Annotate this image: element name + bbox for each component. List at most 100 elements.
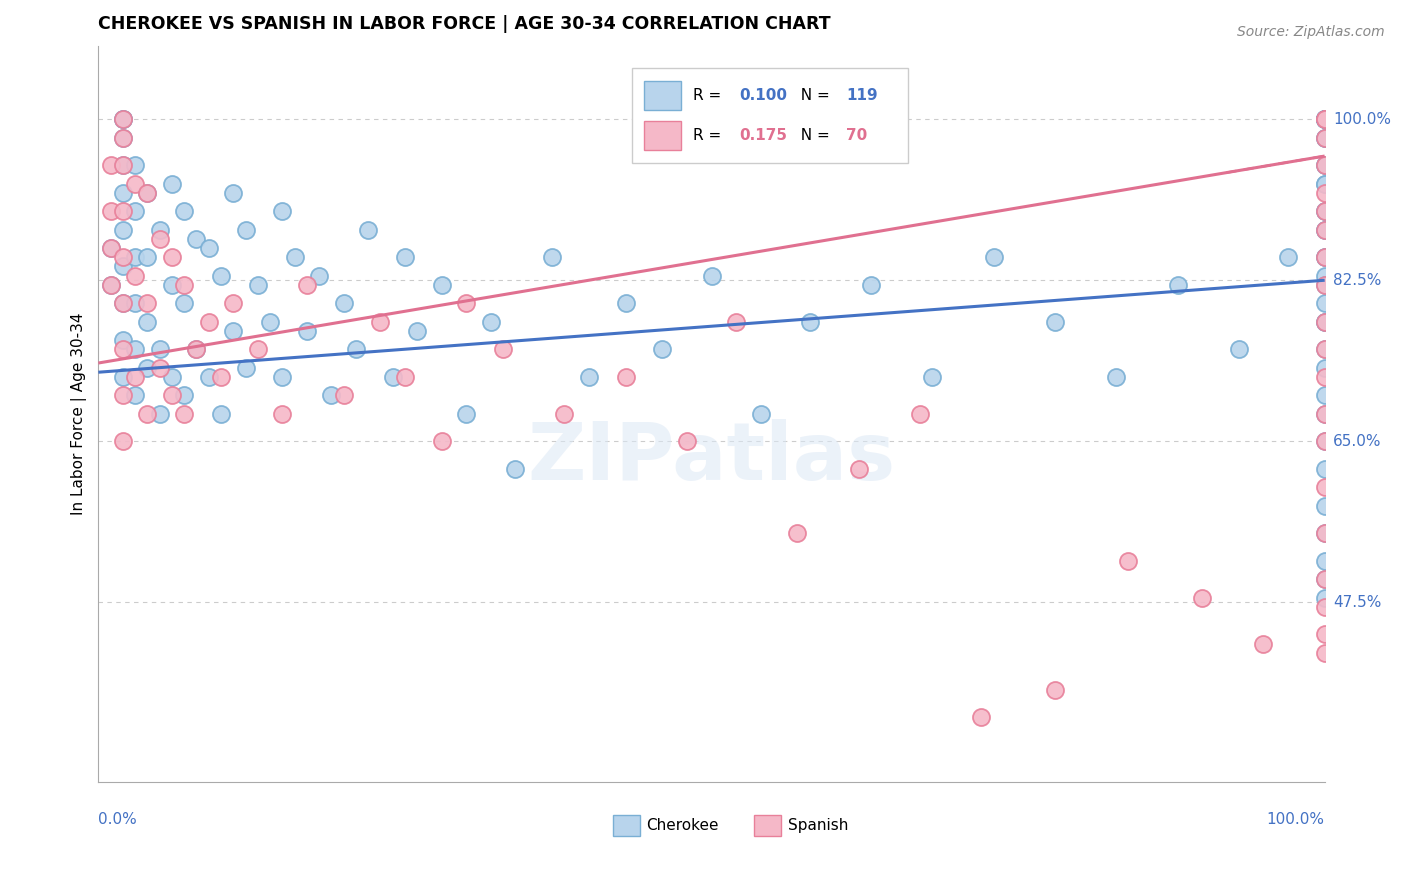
Text: R =: R = <box>693 88 727 103</box>
Point <box>173 407 195 421</box>
Point <box>394 250 416 264</box>
Text: 70: 70 <box>846 128 868 143</box>
Point <box>651 343 673 357</box>
Point <box>1313 369 1336 384</box>
Text: 82.5%: 82.5% <box>1333 273 1381 288</box>
Point <box>1191 591 1213 605</box>
Point <box>111 388 134 402</box>
Point <box>1313 315 1336 329</box>
Point <box>149 407 172 421</box>
Point <box>786 526 808 541</box>
Point <box>430 434 453 449</box>
Bar <box>613 815 640 836</box>
Point <box>1313 130 1336 145</box>
Point <box>1313 186 1336 200</box>
Bar <box>755 815 782 836</box>
Point <box>149 222 172 236</box>
Point <box>1313 434 1336 449</box>
Text: CHEROKEE VS SPANISH IN LABOR FORCE | AGE 30-34 CORRELATION CHART: CHEROKEE VS SPANISH IN LABOR FORCE | AGE… <box>98 15 831 33</box>
Point <box>124 268 146 283</box>
Point <box>344 343 367 357</box>
Point <box>100 277 122 292</box>
Point <box>321 388 343 402</box>
Point <box>100 277 122 292</box>
Point <box>332 388 354 402</box>
Point <box>111 158 134 172</box>
Point <box>197 315 219 329</box>
Point <box>136 407 159 421</box>
Point <box>1313 204 1336 219</box>
Point <box>1313 407 1336 421</box>
Point <box>111 112 134 127</box>
Point <box>124 388 146 402</box>
Point <box>111 296 134 310</box>
Point <box>246 277 269 292</box>
Point <box>921 369 943 384</box>
Point <box>908 407 931 421</box>
Point <box>1313 526 1336 541</box>
Point <box>848 462 870 476</box>
Bar <box>644 120 681 150</box>
Point <box>1313 112 1336 127</box>
Point <box>124 250 146 264</box>
Point <box>614 369 637 384</box>
Point <box>332 296 354 310</box>
Point <box>160 177 183 191</box>
Point <box>1313 112 1336 127</box>
Point <box>222 296 245 310</box>
Point <box>136 360 159 375</box>
Point <box>136 296 159 310</box>
Point <box>456 296 478 310</box>
Point <box>111 343 134 357</box>
Point <box>614 296 637 310</box>
Point <box>124 343 146 357</box>
Point <box>1313 462 1336 476</box>
Point <box>1313 554 1336 568</box>
Point <box>209 407 232 421</box>
Point <box>271 204 294 219</box>
Point <box>1313 204 1336 219</box>
Point <box>197 241 219 255</box>
Point <box>111 260 134 274</box>
Point <box>456 407 478 421</box>
Point <box>749 407 772 421</box>
Point <box>173 388 195 402</box>
Point <box>1313 627 1336 641</box>
Point <box>503 462 526 476</box>
Point <box>235 360 257 375</box>
Point <box>111 130 134 145</box>
Point <box>1313 112 1336 127</box>
Point <box>541 250 564 264</box>
Point <box>553 407 575 421</box>
Point <box>1313 572 1336 586</box>
Point <box>111 434 134 449</box>
Point <box>136 186 159 200</box>
Point <box>111 112 134 127</box>
Point <box>1313 268 1336 283</box>
Point <box>1313 296 1336 310</box>
Point <box>1313 360 1336 375</box>
Point <box>124 158 146 172</box>
Point <box>1313 112 1336 127</box>
Point <box>799 315 821 329</box>
Point <box>676 434 699 449</box>
Point <box>1313 315 1336 329</box>
Point <box>430 277 453 292</box>
Text: 119: 119 <box>846 88 877 103</box>
Point <box>1043 682 1066 697</box>
Point <box>186 343 208 357</box>
Point <box>100 204 122 219</box>
Point <box>1313 130 1336 145</box>
Point <box>1313 250 1336 264</box>
Point <box>1313 112 1336 127</box>
Point <box>1313 315 1336 329</box>
Point <box>136 315 159 329</box>
Point <box>1313 222 1336 236</box>
Point <box>295 277 318 292</box>
Point <box>186 232 208 246</box>
Point <box>1313 112 1336 127</box>
Point <box>492 343 515 357</box>
Point <box>111 130 134 145</box>
Point <box>186 343 208 357</box>
Point <box>1313 177 1336 191</box>
